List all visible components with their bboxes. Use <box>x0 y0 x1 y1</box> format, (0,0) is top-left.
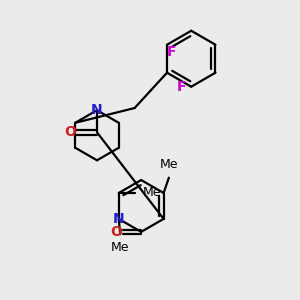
Text: Me: Me <box>111 241 129 254</box>
Text: N: N <box>113 212 124 226</box>
Text: O: O <box>110 225 122 239</box>
Text: N: N <box>91 103 103 117</box>
Text: Me: Me <box>160 158 178 171</box>
Text: Me: Me <box>142 187 161 200</box>
Text: F: F <box>177 80 187 94</box>
Text: O: O <box>64 125 76 139</box>
Text: F: F <box>167 45 176 59</box>
